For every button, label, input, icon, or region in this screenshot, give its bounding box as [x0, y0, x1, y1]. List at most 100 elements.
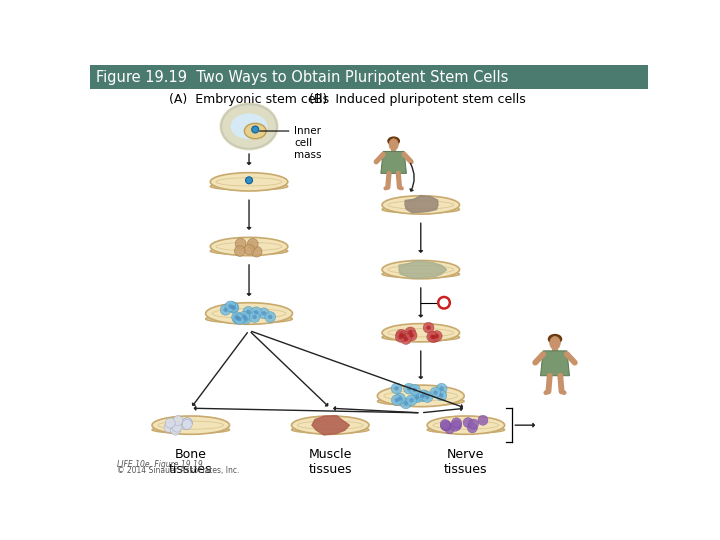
Circle shape — [392, 395, 402, 406]
Ellipse shape — [427, 426, 505, 433]
Circle shape — [430, 387, 441, 398]
Circle shape — [395, 393, 405, 404]
Ellipse shape — [427, 416, 505, 434]
Circle shape — [426, 395, 430, 399]
Text: Nerve
tissues: Nerve tissues — [444, 448, 487, 476]
Polygon shape — [399, 261, 446, 279]
Circle shape — [422, 392, 433, 402]
Circle shape — [268, 315, 272, 319]
Circle shape — [181, 420, 192, 430]
Circle shape — [410, 384, 420, 395]
Circle shape — [249, 312, 260, 322]
Circle shape — [253, 315, 257, 319]
Circle shape — [234, 314, 245, 325]
Ellipse shape — [382, 196, 459, 214]
Ellipse shape — [382, 260, 459, 279]
Circle shape — [402, 334, 406, 339]
Circle shape — [228, 302, 238, 313]
Circle shape — [395, 386, 399, 390]
Circle shape — [430, 335, 434, 339]
Circle shape — [418, 390, 429, 401]
Circle shape — [433, 390, 438, 395]
Circle shape — [400, 398, 411, 409]
Circle shape — [439, 393, 444, 397]
Circle shape — [243, 306, 254, 317]
Ellipse shape — [244, 123, 266, 139]
Bar — [552, 347, 557, 351]
Circle shape — [436, 383, 447, 394]
Ellipse shape — [550, 336, 560, 349]
Ellipse shape — [377, 397, 464, 406]
Circle shape — [182, 417, 192, 428]
Circle shape — [399, 333, 403, 337]
Circle shape — [231, 306, 235, 310]
Circle shape — [444, 424, 454, 434]
Circle shape — [467, 423, 477, 433]
Circle shape — [407, 387, 411, 391]
Circle shape — [415, 395, 419, 400]
Circle shape — [172, 422, 182, 432]
Circle shape — [237, 317, 242, 321]
Circle shape — [254, 310, 258, 314]
Ellipse shape — [152, 426, 230, 433]
Circle shape — [248, 239, 258, 249]
Circle shape — [406, 395, 417, 406]
Circle shape — [398, 396, 402, 401]
Ellipse shape — [382, 334, 459, 341]
Circle shape — [243, 316, 248, 321]
Circle shape — [478, 415, 488, 426]
Circle shape — [427, 332, 438, 342]
Circle shape — [451, 418, 462, 428]
Circle shape — [173, 415, 183, 426]
Circle shape — [441, 421, 451, 431]
Circle shape — [391, 383, 402, 394]
Circle shape — [164, 423, 174, 433]
Polygon shape — [541, 351, 570, 376]
Text: Muscle
tissues: Muscle tissues — [308, 448, 352, 476]
Circle shape — [395, 398, 399, 402]
Ellipse shape — [206, 315, 292, 323]
Circle shape — [426, 326, 431, 330]
Text: © 2014 Sinauer Associates, Inc.: © 2014 Sinauer Associates, Inc. — [117, 466, 240, 475]
Circle shape — [411, 392, 423, 403]
Circle shape — [404, 401, 408, 406]
Ellipse shape — [210, 247, 288, 255]
Polygon shape — [381, 151, 406, 173]
Circle shape — [410, 398, 414, 402]
Circle shape — [405, 327, 416, 338]
Circle shape — [228, 304, 233, 308]
Ellipse shape — [210, 238, 288, 255]
Circle shape — [438, 297, 450, 308]
Circle shape — [171, 425, 181, 435]
Circle shape — [400, 334, 411, 345]
Circle shape — [451, 421, 461, 431]
Circle shape — [396, 329, 407, 340]
Circle shape — [436, 390, 447, 401]
Ellipse shape — [292, 426, 369, 433]
Ellipse shape — [389, 139, 398, 150]
Text: Bone
tissues: Bone tissues — [169, 448, 212, 476]
Circle shape — [422, 393, 426, 397]
Circle shape — [406, 330, 417, 341]
Ellipse shape — [382, 271, 459, 278]
Circle shape — [230, 305, 235, 309]
Circle shape — [408, 330, 413, 334]
Ellipse shape — [292, 416, 369, 434]
Circle shape — [235, 246, 246, 256]
Circle shape — [235, 316, 240, 320]
Text: LIFE 10e, Figure 19.19: LIFE 10e, Figure 19.19 — [117, 460, 203, 469]
Text: (B)  Induced pluripotent stem cells: (B) Induced pluripotent stem cells — [308, 93, 526, 106]
Circle shape — [395, 332, 406, 342]
Circle shape — [235, 238, 246, 249]
Circle shape — [225, 301, 235, 312]
Circle shape — [404, 383, 415, 394]
Circle shape — [242, 314, 246, 319]
Circle shape — [451, 420, 462, 430]
Ellipse shape — [377, 385, 464, 407]
Ellipse shape — [387, 137, 400, 146]
Circle shape — [398, 331, 409, 342]
Circle shape — [233, 313, 243, 323]
Circle shape — [431, 330, 442, 341]
Bar — [90, 65, 648, 90]
Ellipse shape — [206, 303, 292, 325]
